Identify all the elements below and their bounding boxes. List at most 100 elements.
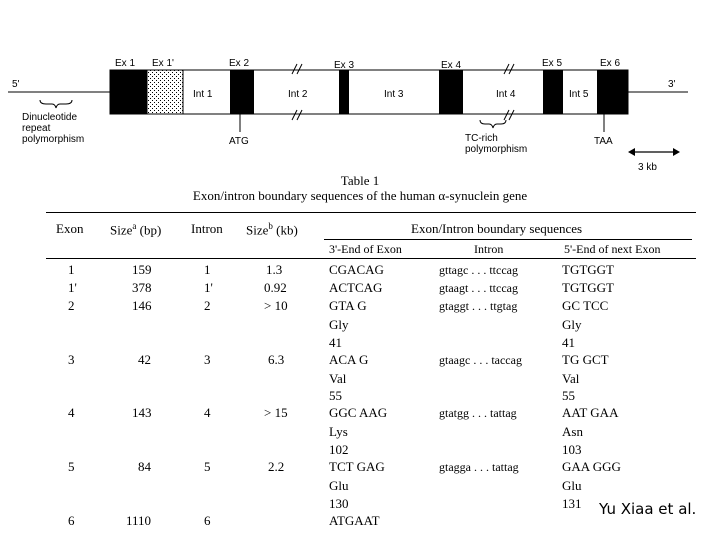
dinucleotide-brace — [39, 99, 73, 109]
tc-rich-label-line-2: polymorphism — [465, 144, 527, 155]
table-row-6-start5: GAA GGG — [562, 459, 621, 474]
table-row-3-pos5: 41 — [562, 335, 575, 350]
table-row-3-aa5: Gly — [562, 317, 582, 332]
intron-4-label: Int 4 — [496, 89, 516, 100]
table-caption: Table 1 Exon/intron boundary sequences o… — [0, 173, 720, 203]
table-row-7-exon: 6 — [68, 513, 75, 528]
header-exon: Exon — [56, 221, 84, 236]
table-row-1-intron-seq: gttagc . . . ttccag — [439, 263, 518, 277]
table-row-2-size-kb: 0.92 — [264, 280, 287, 295]
header-boundary-sequences: Exon/Intron boundary sequences — [411, 221, 583, 236]
table-row-6-intron: 5 — [204, 459, 211, 474]
table-row-1-exon: 1 — [68, 262, 75, 277]
intron-1-label: Int 1 — [193, 89, 213, 100]
header-size-kb: Sizeb (kb) — [246, 221, 298, 238]
break-mark-intron-4 — [503, 63, 515, 121]
table-row-3-end3: GTA G — [329, 298, 367, 313]
table-row-5-aa5: Asn — [562, 424, 583, 439]
citation-credit: Yu Xiaa et al. — [595, 500, 701, 518]
table-row-2-exon: 1' — [68, 280, 77, 295]
table-row-4-intron: 3 — [204, 352, 211, 367]
dinucleotide-label-line-3: polymorphism — [22, 134, 84, 145]
intron-2-label: Int 2 — [288, 89, 308, 100]
header-size-kb-sup: b — [268, 221, 273, 231]
table-row-6-end3: TCT GAG — [329, 459, 385, 474]
table-row-4-size-bp: 42 — [138, 352, 151, 367]
table-row-4-end3: ACA G — [329, 352, 369, 367]
table-row-3-intron: 2 — [204, 298, 211, 313]
header-intron-sequence: Intron — [474, 242, 504, 256]
table-row-7-size-bp: 1110 — [126, 513, 152, 528]
exon-4-block — [439, 70, 463, 114]
exon-6-block — [597, 70, 628, 114]
exon-1-block — [110, 70, 147, 114]
table-row-5-pos5: 103 — [562, 442, 582, 457]
table-row-3-exon: 2 — [68, 298, 75, 313]
table-row-1-size-bp: 159 — [132, 262, 152, 277]
table-row-6-pos5: 131 — [562, 496, 582, 511]
table-row-4-size-kb: 6.3 — [268, 352, 285, 367]
exon-3-label: Ex 3 — [334, 60, 354, 71]
table-row-3-start5: GC TCC — [562, 298, 609, 313]
table-row-6-aa3: Glu — [329, 478, 349, 493]
table-row-5-end3: GGC AAG — [329, 405, 388, 420]
table-row-6-size-kb: 2.2 — [268, 459, 285, 474]
header-3-end-of-exon: 3'-End of Exon — [329, 242, 402, 256]
three-prime-label: 3' — [668, 79, 676, 90]
table-row-1-intron: 1 — [204, 262, 211, 277]
header-size-bp: Sizea (bp) — [110, 221, 161, 238]
scale-bar — [628, 148, 680, 156]
table-row-2-size-bp: 378 — [132, 280, 152, 295]
table-row-3-intron-seq: gtaggt . . . ttgtag — [439, 299, 518, 313]
boundary-span-rule — [324, 239, 692, 240]
header-intron: Intron — [191, 221, 223, 236]
table-row-1-end3: CGACAG — [329, 262, 384, 277]
table-row-4-pos3: 55 — [329, 388, 342, 403]
table-row-2-intron-seq: gtaagt . . . ttccag — [439, 281, 518, 295]
table-row-3-size-kb: > 10 — [264, 298, 288, 313]
table-row-5-start5: AAT GAA — [562, 405, 619, 420]
table-title: Exon/intron boundary sequences of the hu… — [192, 188, 528, 203]
table-row-5-intron: 4 — [204, 405, 211, 420]
table-row-5-aa3: Lys — [329, 424, 348, 439]
table-row-4-exon: 3 — [68, 352, 75, 367]
header-size-bp-unit: (bp) — [136, 222, 162, 238]
table-row-4-pos5: 55 — [562, 388, 575, 403]
dinucleotide-label-line-1: Dinucleotide — [22, 112, 77, 123]
header-size-bp-sup: a — [132, 221, 137, 231]
table-row-6-aa5: Glu — [562, 478, 582, 493]
header-5-end-of-next-exon: 5'-End of next Exon — [564, 242, 661, 256]
table-row-5-pos3: 102 — [329, 442, 349, 457]
table-row-3-size-bp: 146 — [132, 298, 152, 313]
gene-structure-diagram: 5' 3' Ex 1 Ex 1' Ex 2 Ex 3 Ex 4 Ex 5 Ex … — [8, 58, 688, 173]
atg-label: ATG — [229, 136, 249, 147]
table-row-3-aa3: Gly — [329, 317, 349, 332]
taa-label: TAA — [594, 136, 613, 147]
table-row-6-pos3: 130 — [329, 496, 349, 511]
exon-5-label: Ex 5 — [542, 58, 562, 69]
table-row-5-size-bp: 143 — [132, 405, 152, 420]
table-row-5-intron-seq: gtatgg . . . tattag — [439, 406, 517, 420]
scale-bar-label: 3 kb — [638, 162, 657, 173]
table-top-rule — [46, 212, 696, 213]
table-row-6-exon: 5 — [68, 459, 75, 474]
tc-rich-label-line-1: TC-rich — [465, 133, 498, 144]
exon-1-prime-label: Ex 1' — [152, 58, 174, 69]
exon-6-label: Ex 6 — [600, 58, 620, 69]
table-row-2-intron: 1' — [204, 280, 213, 295]
table-row-1-start5: TGTGGT — [562, 262, 614, 277]
dinucleotide-label-line-2: repeat — [22, 123, 51, 134]
exon-1-label: Ex 1 — [115, 58, 135, 69]
intron-3-label: Int 3 — [384, 89, 404, 100]
table-row-6-intron-seq: gtagga . . . tattag — [439, 460, 519, 474]
table-row-4-aa5: Val — [562, 371, 580, 386]
exon-5-block — [543, 70, 563, 114]
header-size-kb-unit: (kb) — [272, 222, 298, 238]
table-row-2-start5: TGTGGT — [562, 280, 614, 295]
table-row-4-start5: TG GCT — [562, 352, 609, 367]
table-row-2-end3: ACTCAG — [329, 280, 383, 295]
table-row-6-size-bp: 84 — [138, 459, 151, 474]
table-row-1-size-kb: 1.3 — [266, 262, 283, 277]
break-mark-intron-2 — [291, 63, 303, 121]
header-bottom-rule — [46, 258, 696, 259]
